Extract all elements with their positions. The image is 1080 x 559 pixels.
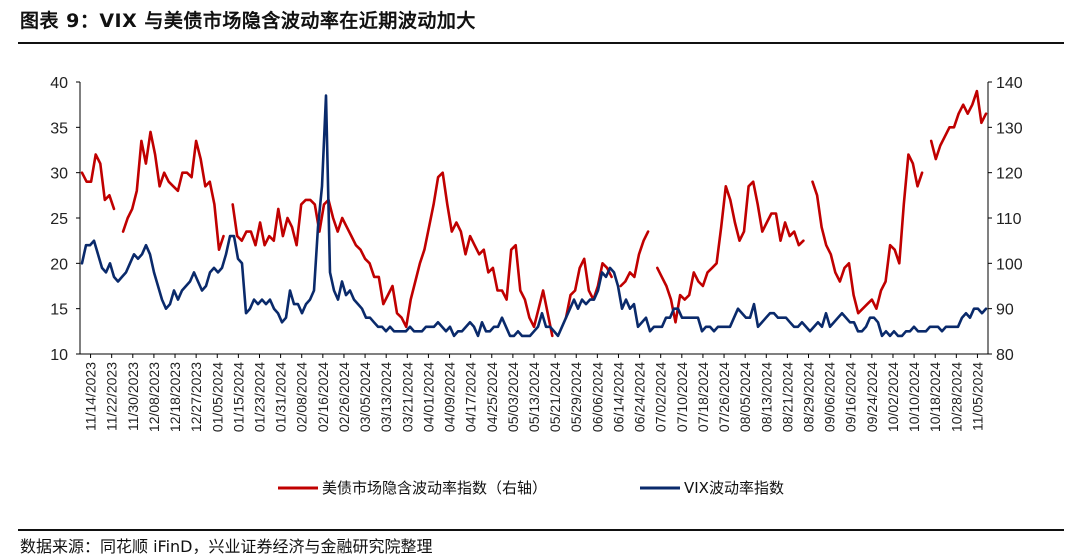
x-tick-label: 06/14/2024	[610, 362, 626, 432]
y-tick-label-left: 10	[50, 347, 68, 364]
vix-index-line	[80, 94, 988, 338]
x-tick-label: 06/24/2024	[632, 362, 648, 432]
x-tick-label: 08/05/2024	[737, 362, 753, 432]
x-tick-label: 07/18/2024	[695, 362, 711, 432]
x-tick-label: 10/10/2024	[906, 362, 922, 432]
x-tick-label: 05/21/2024	[547, 362, 563, 432]
source-note: 数据来源：同花顺 iFinD，兴业证券经济与金融研究院整理	[20, 537, 433, 556]
move-index-line	[80, 89, 988, 338]
x-tick-label: 04/09/2024	[442, 362, 458, 432]
x-tick-label: 03/05/2024	[357, 362, 373, 432]
top-rule	[18, 42, 1064, 44]
x-tick-label: 04/25/2024	[484, 362, 500, 432]
x-tick-label: 12/27/2023	[188, 362, 204, 432]
x-tick-label: 12/08/2023	[146, 362, 162, 432]
x-tick-label: 09/24/2024	[864, 362, 880, 432]
x-tick-label: 01/15/2024	[230, 362, 246, 432]
line-chart: 10 15 20 25 30 35 40 80 90 100 110 120 130 140 11/14/2…	[50, 75, 1023, 497]
x-tick-label: 01/31/2024	[273, 362, 289, 432]
x-tick-label: 10/28/2024	[948, 362, 964, 432]
x-tick-label: 11/05/2024	[969, 362, 985, 431]
x-tick-label: 11/14/2023	[83, 362, 99, 431]
legend-label-vix: VIX波动率指数	[684, 479, 784, 497]
x-tick-label: 12/18/2023	[167, 362, 183, 432]
x-tick-label: 11/22/2023	[104, 362, 120, 431]
legend-label-move: 美债市场隐含波动率指数（右轴）	[322, 479, 547, 497]
y-tick-label-right: 120	[996, 166, 1023, 183]
x-tick-label: 03/13/2024	[378, 362, 394, 432]
x-tick-label: 02/08/2024	[294, 362, 310, 432]
x-tick-label: 03/21/2024	[399, 362, 415, 432]
y-tick-label-right: 140	[996, 75, 1023, 92]
bottom-rule	[18, 529, 1064, 531]
x-tick-label: 05/03/2024	[505, 362, 521, 432]
x-tick-label: 09/06/2024	[822, 362, 838, 432]
x-tick-label: 08/29/2024	[801, 362, 817, 432]
y-tick-label-left: 40	[50, 75, 68, 92]
x-tick-label: 04/01/2024	[420, 362, 436, 432]
x-tick-label: 08/21/2024	[779, 362, 795, 432]
x-tick-label: 07/10/2024	[674, 362, 690, 432]
y-tick-label-left: 25	[50, 211, 68, 228]
x-tick-label: 07/02/2024	[653, 362, 669, 432]
y-tick-label-left: 30	[50, 166, 68, 183]
y-tick-label-right: 130	[996, 120, 1023, 137]
x-tick-label: 05/13/2024	[526, 362, 542, 432]
x-tick-label: 02/16/2024	[315, 362, 331, 432]
x-tick-label: 04/17/2024	[463, 362, 479, 432]
x-tick-label: 01/05/2024	[209, 362, 225, 432]
x-tick-label: 08/13/2024	[758, 362, 774, 432]
y-tick-label-right: 100	[996, 256, 1023, 273]
x-tick-label: 11/30/2023	[125, 362, 141, 431]
y-tick-label-right: 90	[996, 302, 1014, 319]
y-tick-label-left: 35	[50, 120, 68, 137]
figure-title: 图表 9：VIX 与美债市场隐含波动率在近期波动加大	[20, 10, 476, 32]
y-tick-label-left: 20	[50, 256, 68, 273]
x-tick-label: 05/29/2024	[568, 362, 584, 432]
x-tick-label: 06/06/2024	[589, 362, 605, 432]
x-tick-label: 09/16/2024	[843, 362, 859, 432]
x-tick-label: 01/23/2024	[251, 362, 267, 432]
y-tick-label-left: 15	[50, 302, 68, 319]
x-tick-label: 02/26/2024	[336, 362, 352, 432]
y-tick-label-right: 80	[996, 347, 1014, 364]
y-tick-label-right: 110	[996, 211, 1022, 228]
x-tick-label: 10/02/2024	[885, 362, 901, 432]
x-tick-label: 10/18/2024	[927, 362, 943, 432]
x-tick-label: 07/26/2024	[716, 362, 732, 432]
